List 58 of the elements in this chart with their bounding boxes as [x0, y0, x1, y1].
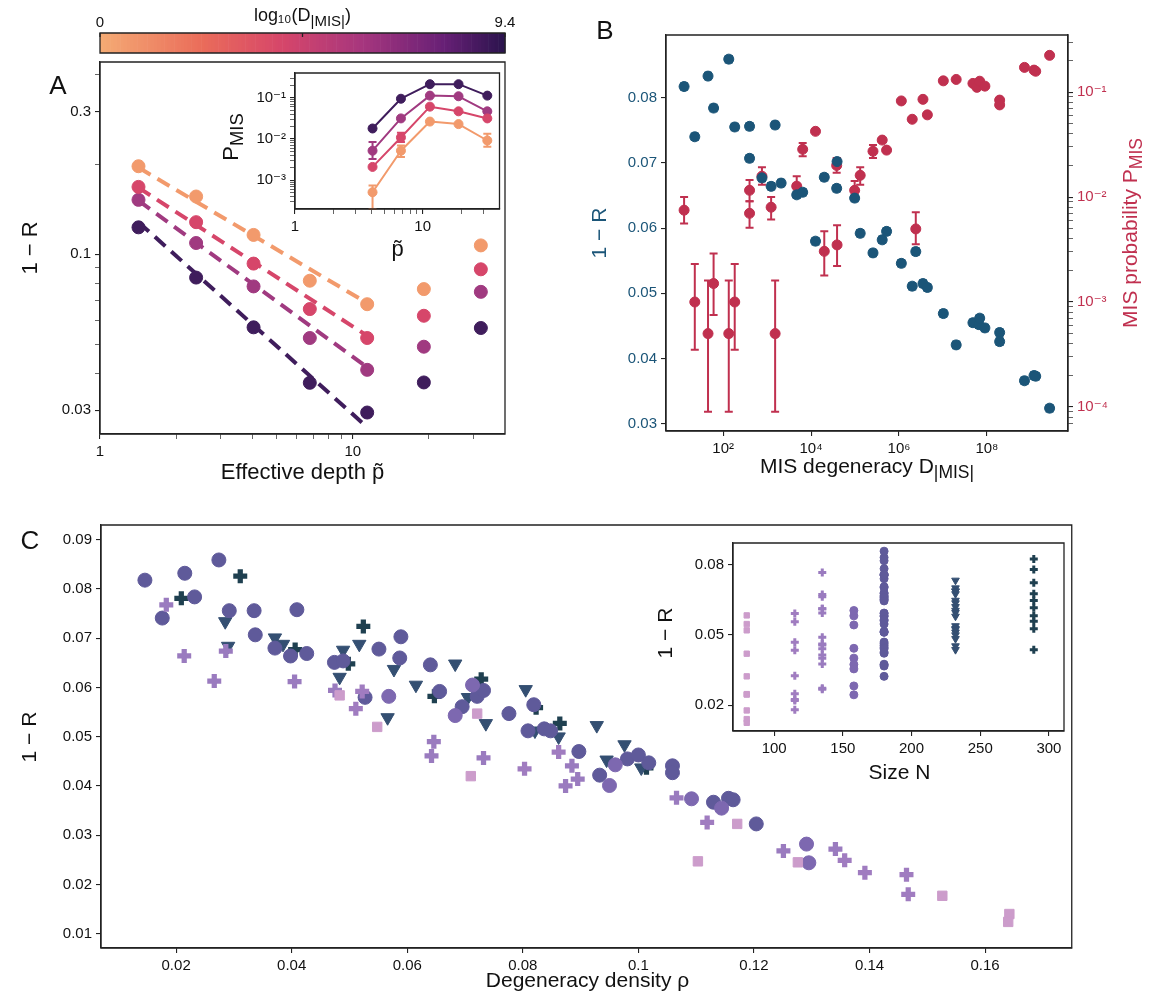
y-tick-label: 0.03 — [61, 400, 91, 418]
y-tick-label: 0.04 — [62, 776, 92, 794]
y-tick-label: 0.03 — [62, 825, 92, 843]
y-tick-label: 0.09 — [62, 529, 92, 547]
x-tick-label: 0.12 — [739, 956, 769, 974]
y-tick-label: 0.3 — [70, 101, 91, 119]
x-tick-label: 0.14 — [854, 956, 885, 974]
x-tick-label: 0.02 — [161, 956, 191, 974]
y-tick-label: 10⁻¹ — [256, 87, 286, 105]
x-tick-label: 0.04 — [277, 956, 307, 974]
y2-tick-label: 0.03 — [627, 413, 657, 431]
y-tick-label: 10⁻³ — [256, 170, 286, 188]
y2-tick-label: 0.04 — [627, 348, 657, 366]
x-tick-label: 1 — [290, 217, 300, 235]
y2-tick-label: 0.05 — [627, 283, 657, 301]
x-tick-label: 0.06 — [392, 956, 422, 974]
y-tick-label: 0.08 — [694, 555, 724, 573]
x-tick-label: 10⁸ — [975, 439, 999, 457]
y-axis-title: 1 − R — [652, 607, 676, 659]
x-tick-label: 1 — [95, 442, 105, 460]
x-axis-title: p̃ — [391, 236, 404, 261]
y-tick-label: 0.07 — [62, 628, 92, 646]
color-bar-label: 0 — [95, 12, 105, 30]
x-tick-label: 0.1 — [627, 956, 649, 974]
x-tick-label: 250 — [967, 739, 993, 757]
y-axis-title: 1 − R — [17, 221, 42, 275]
y-tick-label: 10⁻³ — [1077, 292, 1107, 310]
y-tick-label: 0.05 — [62, 726, 92, 744]
y2-tick-label: 0.07 — [627, 153, 657, 171]
y-tick-label: 0.05 — [694, 625, 724, 643]
y2-axis-title: 1 − R — [586, 207, 610, 259]
y-tick-label: 10⁻⁴ — [1077, 397, 1109, 415]
x-tick-label: 100 — [761, 739, 787, 757]
y-tick-label: 0.02 — [694, 695, 724, 713]
color-bar-label: 9.4 — [494, 12, 516, 30]
x-tick-label: 200 — [899, 739, 925, 757]
x-tick-label: 150 — [830, 739, 856, 757]
x-tick-label: 10 — [344, 442, 362, 460]
color-bar-title: log₁₀(D$_{|MIS|}$) — [253, 5, 352, 29]
chart-title: C — [20, 525, 40, 555]
y-tick-label: 0.1 — [70, 244, 91, 262]
y-tick-label: 10⁻² — [256, 129, 286, 147]
x-axis-title: Effective depth p̃ — [220, 459, 385, 484]
y-tick-label: 0.08 — [62, 579, 92, 597]
x-tick-label: 300 — [1036, 739, 1062, 757]
x-tick-label: 10 — [414, 217, 431, 235]
x-tick-label: 10² — [712, 439, 735, 457]
y-tick-label: 10⁻² — [1077, 187, 1107, 205]
y-tick-label: 0.01 — [62, 923, 92, 941]
x-axis-title: Size N — [868, 759, 931, 783]
y-tick-label: 10⁻¹ — [1077, 82, 1107, 100]
y2-tick-label: 0.08 — [627, 87, 657, 105]
chart-title: A — [49, 70, 67, 100]
chart-title: B — [596, 15, 614, 45]
y-axis-title: 1 − R — [16, 711, 40, 762]
x-tick-label: 0.16 — [970, 956, 1000, 974]
y-tick-label: 0.02 — [62, 874, 92, 892]
y-tick-label: 0.06 — [62, 677, 92, 695]
